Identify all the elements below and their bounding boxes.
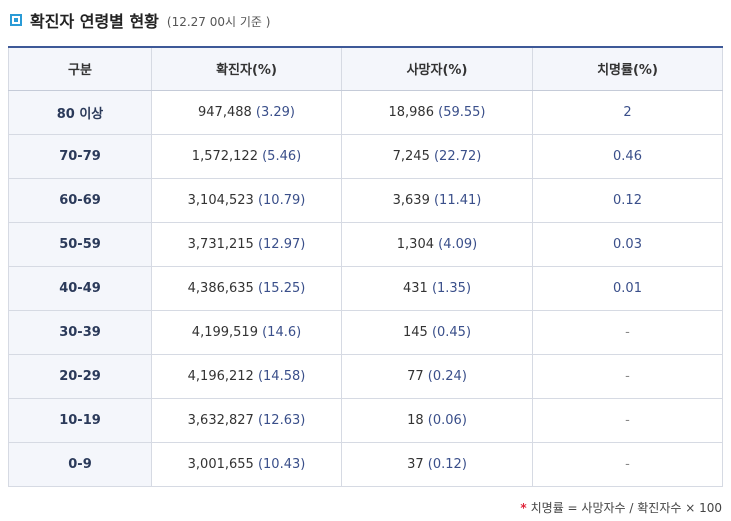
confirmed-count: 4,196,212 [187, 368, 254, 384]
age-group-cell: 40-49 [8, 265, 152, 311]
confirmed-percent: (12.97) [257, 236, 306, 252]
deaths-cell: 18 (0.06) [341, 397, 533, 443]
confirmed-count: 3,001,655 [187, 456, 254, 472]
age-group-cell: 50-59 [8, 221, 152, 267]
header-confirmed: 확진자(%) [151, 46, 342, 91]
table-row: 50-59 3,731,215 (12.97) 1,304 (4.09) 0.03 [8, 221, 723, 267]
confirmed-percent: (12.63) [257, 412, 306, 428]
deaths-count: 18 [407, 412, 424, 428]
table-row: 20-29 4,196,212 (14.58) 77 (0.24) - [8, 353, 723, 399]
table-row: 10-19 3,632,827 (12.63) 18 (0.06) - [8, 397, 723, 443]
age-group-cell: 60-69 [8, 177, 152, 223]
deaths-percent: (0.24) [427, 368, 467, 384]
age-group-cell: 80 이상 [8, 89, 152, 135]
confirmed-count: 4,199,519 [191, 324, 258, 340]
fatality-cell: - [532, 309, 723, 355]
confirmed-cell: 4,386,635 (15.25) [151, 265, 342, 311]
deaths-count: 431 [402, 280, 428, 296]
age-group-cell: 30-39 [8, 309, 152, 355]
header-group: 구분 [8, 46, 152, 91]
deaths-percent: (0.12) [427, 456, 467, 472]
square-bullet-icon [10, 14, 22, 26]
footnote-marker: * [520, 501, 527, 515]
table-row: 60-69 3,104,523 (10.79) 3,639 (11.41) 0.12 [8, 177, 723, 223]
confirmed-count: 3,731,215 [187, 236, 254, 252]
confirmed-cell: 3,104,523 (10.79) [151, 177, 342, 223]
table-row: 30-39 4,199,519 (14.6) 145 (0.45) - [8, 309, 723, 355]
confirmed-count: 1,572,122 [191, 148, 258, 164]
confirmed-count: 947,488 [198, 104, 252, 120]
table-row: 40-49 4,386,635 (15.25) 431 (1.35) 0.01 [8, 265, 723, 311]
footnote-text: 치명률 = 사망자수 / 확진자수 × 100 [530, 501, 722, 515]
deaths-count: 18,986 [388, 104, 434, 120]
deaths-cell: 145 (0.45) [341, 309, 533, 355]
deaths-count: 77 [407, 368, 424, 384]
deaths-count: 1,304 [396, 236, 434, 252]
confirmed-percent: (10.79) [257, 192, 306, 208]
deaths-percent: (0.06) [427, 412, 467, 428]
table-row: 80 이상 947,488 (3.29) 18,986 (59.55) 2 [8, 89, 723, 135]
fatality-cell: 0.12 [532, 177, 723, 223]
confirmed-cell: 3,632,827 (12.63) [151, 397, 342, 443]
table-body: 80 이상 947,488 (3.29) 18,986 (59.55) 2 70-79 1… [8, 89, 723, 487]
deaths-percent: (11.41) [433, 192, 482, 208]
header-fatality: 치명률(%) [532, 46, 723, 91]
deaths-percent: (1.35) [431, 280, 472, 296]
fatality-cell: 2 [532, 89, 723, 135]
fatality-cell: 0.01 [532, 265, 723, 311]
header-deaths: 사망자(%) [341, 46, 533, 91]
table-row: 0-9 3,001,655 (10.43) 37 (0.12) - [8, 441, 723, 487]
fatality-cell: - [532, 353, 723, 399]
deaths-percent: (22.72) [433, 148, 482, 164]
deaths-count: 37 [407, 456, 424, 472]
confirmed-cell: 1,572,122 (5.46) [151, 133, 342, 179]
confirmed-percent: (14.58) [257, 368, 306, 384]
age-group-cell: 0-9 [8, 441, 152, 487]
confirmed-cell: 3,731,215 (12.97) [151, 221, 342, 267]
fatality-cell: 0.46 [532, 133, 723, 179]
confirmed-percent: (15.25) [257, 280, 306, 296]
confirmed-count: 3,104,523 [187, 192, 254, 208]
deaths-cell: 37 (0.12) [341, 441, 533, 487]
page-title: 확진자 연령별 현황 [30, 12, 159, 31]
deaths-cell: 3,639 (11.41) [341, 177, 533, 223]
age-group-cell: 10-19 [8, 397, 152, 443]
deaths-cell: 18,986 (59.55) [341, 89, 533, 135]
age-group-cell: 20-29 [8, 353, 152, 399]
confirmed-percent: (14.6) [262, 324, 302, 340]
deaths-cell: 1,304 (4.09) [341, 221, 533, 267]
confirmed-cell: 4,199,519 (14.6) [151, 309, 342, 355]
confirmed-cell: 4,196,212 (14.58) [151, 353, 342, 399]
age-group-cell: 70-79 [8, 133, 152, 179]
age-stats-table-container: 구분 확진자(%) 사망자(%) 치명률(%) 80 이상 947,488 (3.… [8, 46, 723, 487]
section-header: 확진자 연령별 현황 (12.27 00시 기준 ) [10, 8, 270, 32]
deaths-count: 145 [402, 324, 428, 340]
deaths-count: 3,639 [392, 192, 430, 208]
reference-time-note: (12.27 00시 기준 ) [166, 15, 271, 29]
deaths-percent: (4.09) [438, 236, 478, 252]
confirmed-cell: 3,001,655 (10.43) [151, 441, 342, 487]
confirmed-percent: (3.29) [255, 104, 295, 120]
table-header-row: 구분 확진자(%) 사망자(%) 치명률(%) [8, 46, 723, 91]
fatality-footnote: * 치명률 = 사망자수 / 확진자수 × 100 [520, 499, 722, 516]
table-row: 70-79 1,572,122 (5.46) 7,245 (22.72) 0.46 [8, 133, 723, 179]
age-stats-table: 구분 확진자(%) 사망자(%) 치명률(%) 80 이상 947,488 (3.… [8, 46, 723, 487]
fatality-cell: 0.03 [532, 221, 723, 267]
confirmed-count: 3,632,827 [187, 412, 254, 428]
deaths-cell: 77 (0.24) [341, 353, 533, 399]
deaths-cell: 431 (1.35) [341, 265, 533, 311]
fatality-cell: - [532, 441, 723, 487]
deaths-cell: 7,245 (22.72) [341, 133, 533, 179]
deaths-percent: (0.45) [431, 324, 472, 340]
confirmed-count: 4,386,635 [187, 280, 254, 296]
confirmed-cell: 947,488 (3.29) [151, 89, 342, 135]
confirmed-percent: (10.43) [257, 456, 306, 472]
deaths-percent: (59.55) [438, 104, 486, 120]
deaths-count: 7,245 [392, 148, 430, 164]
confirmed-percent: (5.46) [262, 148, 302, 164]
fatality-cell: - [532, 397, 723, 443]
